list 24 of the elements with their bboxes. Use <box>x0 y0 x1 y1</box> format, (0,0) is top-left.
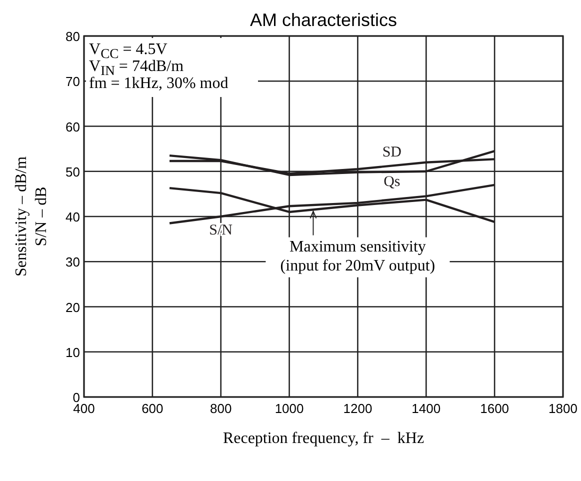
series-label: SD <box>382 144 402 161</box>
y-tick-label: 10 <box>66 344 80 360</box>
y-tick-label: 30 <box>66 254 80 270</box>
x-tick-label: 1000 <box>274 401 304 416</box>
y-tick-label: 70 <box>66 74 80 90</box>
x-tick-label: 1800 <box>548 401 578 416</box>
annotation: Maximum sensitivity (input for 20mV output) <box>280 238 436 274</box>
y-axis-title: Sensitivity – dB/m S/N – dB <box>13 156 50 277</box>
y-tick-label: 20 <box>66 300 80 315</box>
y-tick-label: 40 <box>66 210 80 224</box>
x-tick-label: 1600 <box>480 401 510 416</box>
x-tick-label: 1400 <box>412 401 441 416</box>
annotation: V$_{IN}$ = 74dB/m <box>89 58 184 78</box>
chart-title: AM characteristics <box>250 10 398 30</box>
x-axis-title: Reception frequency, fr – kHz <box>222 430 424 447</box>
y-tick-label: 50 <box>66 164 80 180</box>
y-tick-label: 60 <box>66 119 80 134</box>
series-label: Qs <box>384 174 400 190</box>
annotation: V$_{CC}$ = 4.5V <box>89 41 168 60</box>
x-tick-label: 1200 <box>343 401 372 416</box>
x-tick-label: 600 <box>142 401 164 416</box>
x-tick-label: 800 <box>210 401 232 416</box>
y-tick-label: 80 <box>66 29 80 44</box>
annotation: fm = 1kHz, 30% mod <box>89 75 228 92</box>
